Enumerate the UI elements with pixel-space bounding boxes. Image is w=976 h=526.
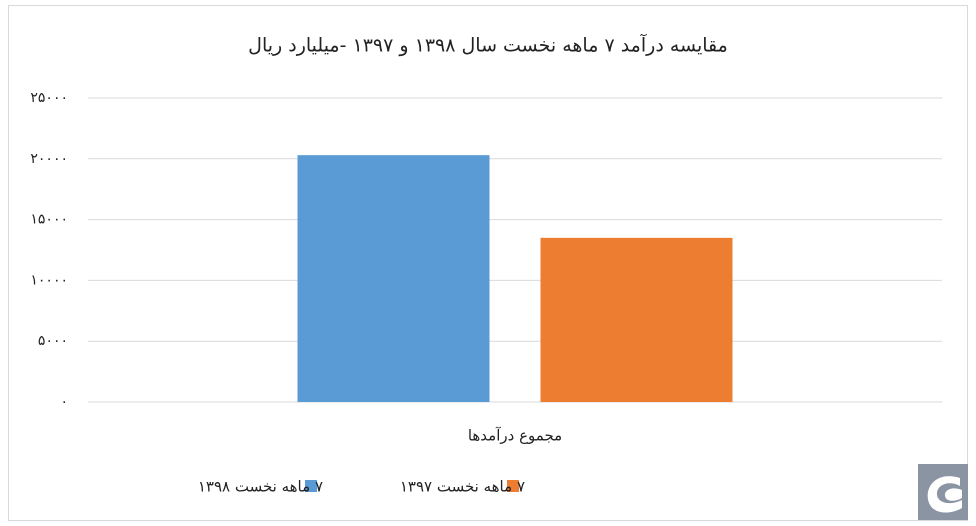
legend-label: ۷ ماهه نخست ۱۳۹۷ <box>400 478 525 496</box>
y-tick-label: ۰ <box>60 394 68 410</box>
bar <box>540 237 733 402</box>
y-tick-label: ۵۰۰۰ <box>38 333 68 349</box>
x-tick-label: مجموع درآمدها <box>468 427 562 445</box>
legend-swatch <box>507 480 519 492</box>
legend-swatch <box>305 480 317 492</box>
y-tick-label: ۲۰۰۰۰ <box>30 151 68 167</box>
bar <box>297 155 490 402</box>
y-tick-label: ۱۰۰۰۰ <box>30 272 68 288</box>
legend-label: ۷ ماهه نخست ۱۳۹۸ <box>198 478 323 496</box>
y-tick-label: ۲۵۰۰۰ <box>30 90 68 106</box>
y-tick-label: ۱۵۰۰۰ <box>30 212 68 228</box>
chart-title: مقایسه درآمد ۷ ماهه نخست سال ۱۳۹۸ و ۱۳۹۷… <box>248 33 728 57</box>
logo <box>918 464 968 520</box>
